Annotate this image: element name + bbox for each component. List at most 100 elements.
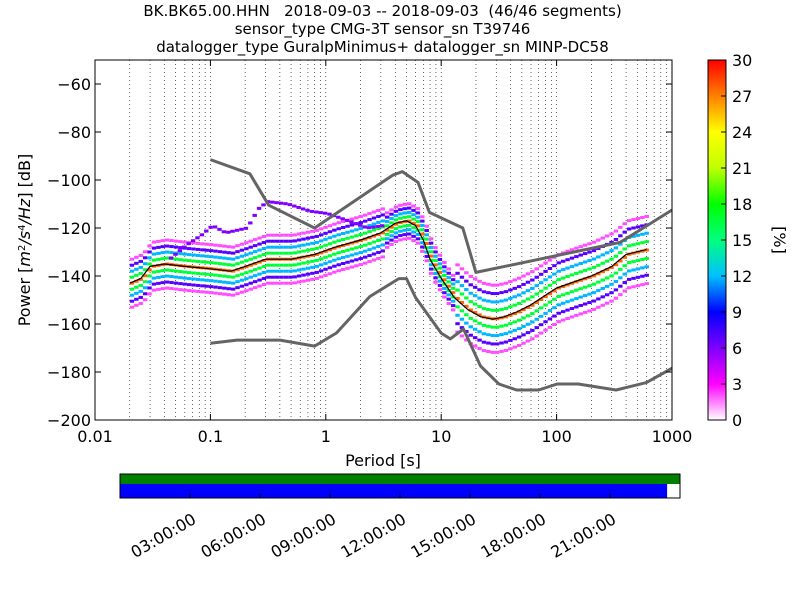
density-cell: [428, 263, 434, 267]
outlier-cell: [340, 217, 345, 221]
density-cell: [296, 262, 302, 266]
density-cell: [296, 238, 302, 242]
density-cell: [340, 238, 346, 242]
density-cell: [160, 239, 165, 243]
density-cell: [380, 255, 385, 259]
density-cell: [459, 300, 465, 304]
density-cell: [433, 263, 438, 267]
density-cell: [521, 333, 526, 337]
density-cell: [596, 280, 601, 284]
density-cell: [604, 234, 610, 238]
density-cell: [327, 236, 333, 240]
y-tick-label: −140: [47, 267, 91, 286]
density-cell: [613, 229, 619, 233]
density-cell: [367, 218, 372, 222]
density-cell: [635, 259, 641, 263]
density-cell: [134, 255, 139, 259]
density-cell: [578, 312, 583, 316]
density-cell: [371, 252, 377, 256]
density-cell: [512, 278, 517, 282]
density-cell: [226, 263, 231, 267]
density-cell: [160, 251, 165, 255]
density-cell: [591, 299, 597, 303]
density-cell: [516, 285, 522, 289]
y-axis-label-unit-m: m: [15, 251, 34, 267]
density-cell: [261, 235, 267, 239]
density-cell: [534, 334, 539, 338]
density-cell: [464, 321, 469, 325]
density-cell: [226, 251, 231, 255]
density-cell: [574, 288, 579, 292]
density-cell: [332, 246, 337, 250]
density-cell: [644, 248, 649, 252]
density-cell: [371, 246, 377, 250]
density-cell: [450, 286, 456, 290]
density-cell: [235, 286, 240, 290]
density-cell: [389, 208, 394, 212]
density-cell: [486, 307, 491, 311]
density-cell: [609, 274, 614, 278]
density-cell: [455, 288, 460, 292]
outlier-cell: [252, 213, 257, 217]
density-cell: [525, 289, 531, 293]
density-cell: [428, 271, 434, 275]
outlier-cell: [274, 201, 279, 205]
density-cell: [486, 341, 491, 345]
density-cell: [622, 255, 627, 259]
density-cell: [420, 249, 425, 253]
density-cell: [147, 280, 152, 284]
density-cell: [239, 272, 245, 276]
density-cell: [213, 249, 218, 253]
density-cell: [631, 234, 636, 238]
density-cell: [437, 279, 443, 283]
density-cell: [508, 322, 513, 326]
density-cell: [521, 291, 526, 295]
density-cell: [604, 259, 610, 263]
density-cell: [376, 214, 381, 218]
density-cell: [477, 296, 482, 300]
density-cell: [288, 281, 293, 285]
outlier-cell: [168, 256, 174, 260]
density-cell: [142, 286, 148, 290]
density-cell: [644, 256, 649, 260]
density-cell: [345, 242, 350, 246]
density-cell: [138, 265, 143, 269]
processed-coverage-bar: [120, 484, 668, 498]
outlier-cell: [248, 221, 253, 225]
density-cell: [591, 240, 597, 244]
density-cell: [424, 250, 429, 254]
density-cell: [257, 254, 262, 258]
density-cell: [420, 219, 425, 223]
density-cell: [503, 290, 509, 294]
density-cell: [565, 266, 570, 270]
outlier-cell: [358, 223, 363, 227]
density-cell: [217, 250, 223, 254]
density-cell: [424, 246, 429, 250]
density-cell: [468, 325, 473, 329]
density-cell: [261, 253, 267, 257]
density-cell: [508, 347, 513, 351]
density-cell: [420, 223, 425, 227]
density-cell: [393, 209, 399, 213]
density-cell: [195, 247, 201, 251]
density-cell: [248, 239, 253, 243]
density-cell: [512, 312, 517, 316]
density-cell: [142, 268, 148, 272]
density-cell: [301, 249, 306, 253]
density-cell: [235, 256, 240, 260]
outlier-cell: [371, 225, 376, 229]
density-cell: [349, 259, 355, 263]
density-cell: [129, 281, 135, 285]
density-cell: [332, 240, 337, 244]
density-cell: [600, 295, 605, 299]
density-cell: [512, 337, 517, 341]
density-cell: [323, 249, 328, 253]
density-cell: [472, 319, 478, 323]
density-cell: [534, 326, 539, 330]
density-cell: [340, 244, 346, 248]
density-cell: [186, 247, 192, 251]
density-cell: [129, 293, 135, 297]
density-cell: [376, 250, 381, 254]
density-cell: [472, 310, 478, 314]
density-cell: [296, 274, 302, 278]
